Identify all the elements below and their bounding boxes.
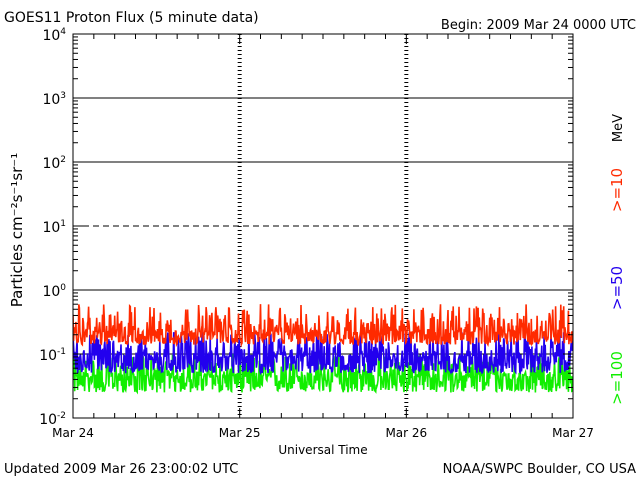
begin-label: Begin: 2009 Mar 24 0000 UTC bbox=[441, 18, 636, 33]
footer-credit: NOAA/SWPC Boulder, CO USA bbox=[443, 462, 636, 477]
chart-title: GOES11 Proton Flux (5 minute data) bbox=[4, 10, 259, 26]
y-axis-label: Particles cm⁻²s⁻¹sr⁻¹ bbox=[8, 153, 26, 307]
y-tick-label-4: 102 bbox=[42, 155, 66, 172]
unit-label: MeV bbox=[611, 114, 626, 142]
legend-ge50: >=50 bbox=[608, 266, 626, 310]
y-tick-label-1: 10-1 bbox=[39, 347, 66, 364]
y-tick-label-3: 101 bbox=[42, 219, 66, 236]
y-tick-label-0: 10-2 bbox=[39, 411, 66, 428]
x-tick-label-2: Mar 26 bbox=[385, 426, 427, 440]
series-line-2 bbox=[73, 353, 573, 395]
series-line-0 bbox=[73, 304, 573, 348]
series-line-1 bbox=[73, 332, 573, 376]
legend-ge100: >=100 bbox=[608, 351, 626, 405]
y-tick-label-5: 103 bbox=[42, 91, 66, 108]
legend-ge10: >=10 bbox=[608, 168, 626, 212]
y-tick-label-6: 104 bbox=[42, 27, 66, 44]
footer-updated: Updated 2009 Mar 26 23:00:02 UTC bbox=[4, 462, 238, 477]
x-tick-label-0: Mar 24 bbox=[52, 426, 94, 440]
y-tick-label-2: 100 bbox=[42, 283, 66, 300]
x-tick-label-1: Mar 25 bbox=[219, 426, 261, 440]
x-tick-label-3: Mar 27 bbox=[552, 426, 594, 440]
plot-area: 10-2 10-1 100 101 102 103 104 Mar 24 Mar 25 Mar 2… bbox=[39, 27, 594, 440]
x-axis-label: Universal Time bbox=[278, 443, 367, 457]
